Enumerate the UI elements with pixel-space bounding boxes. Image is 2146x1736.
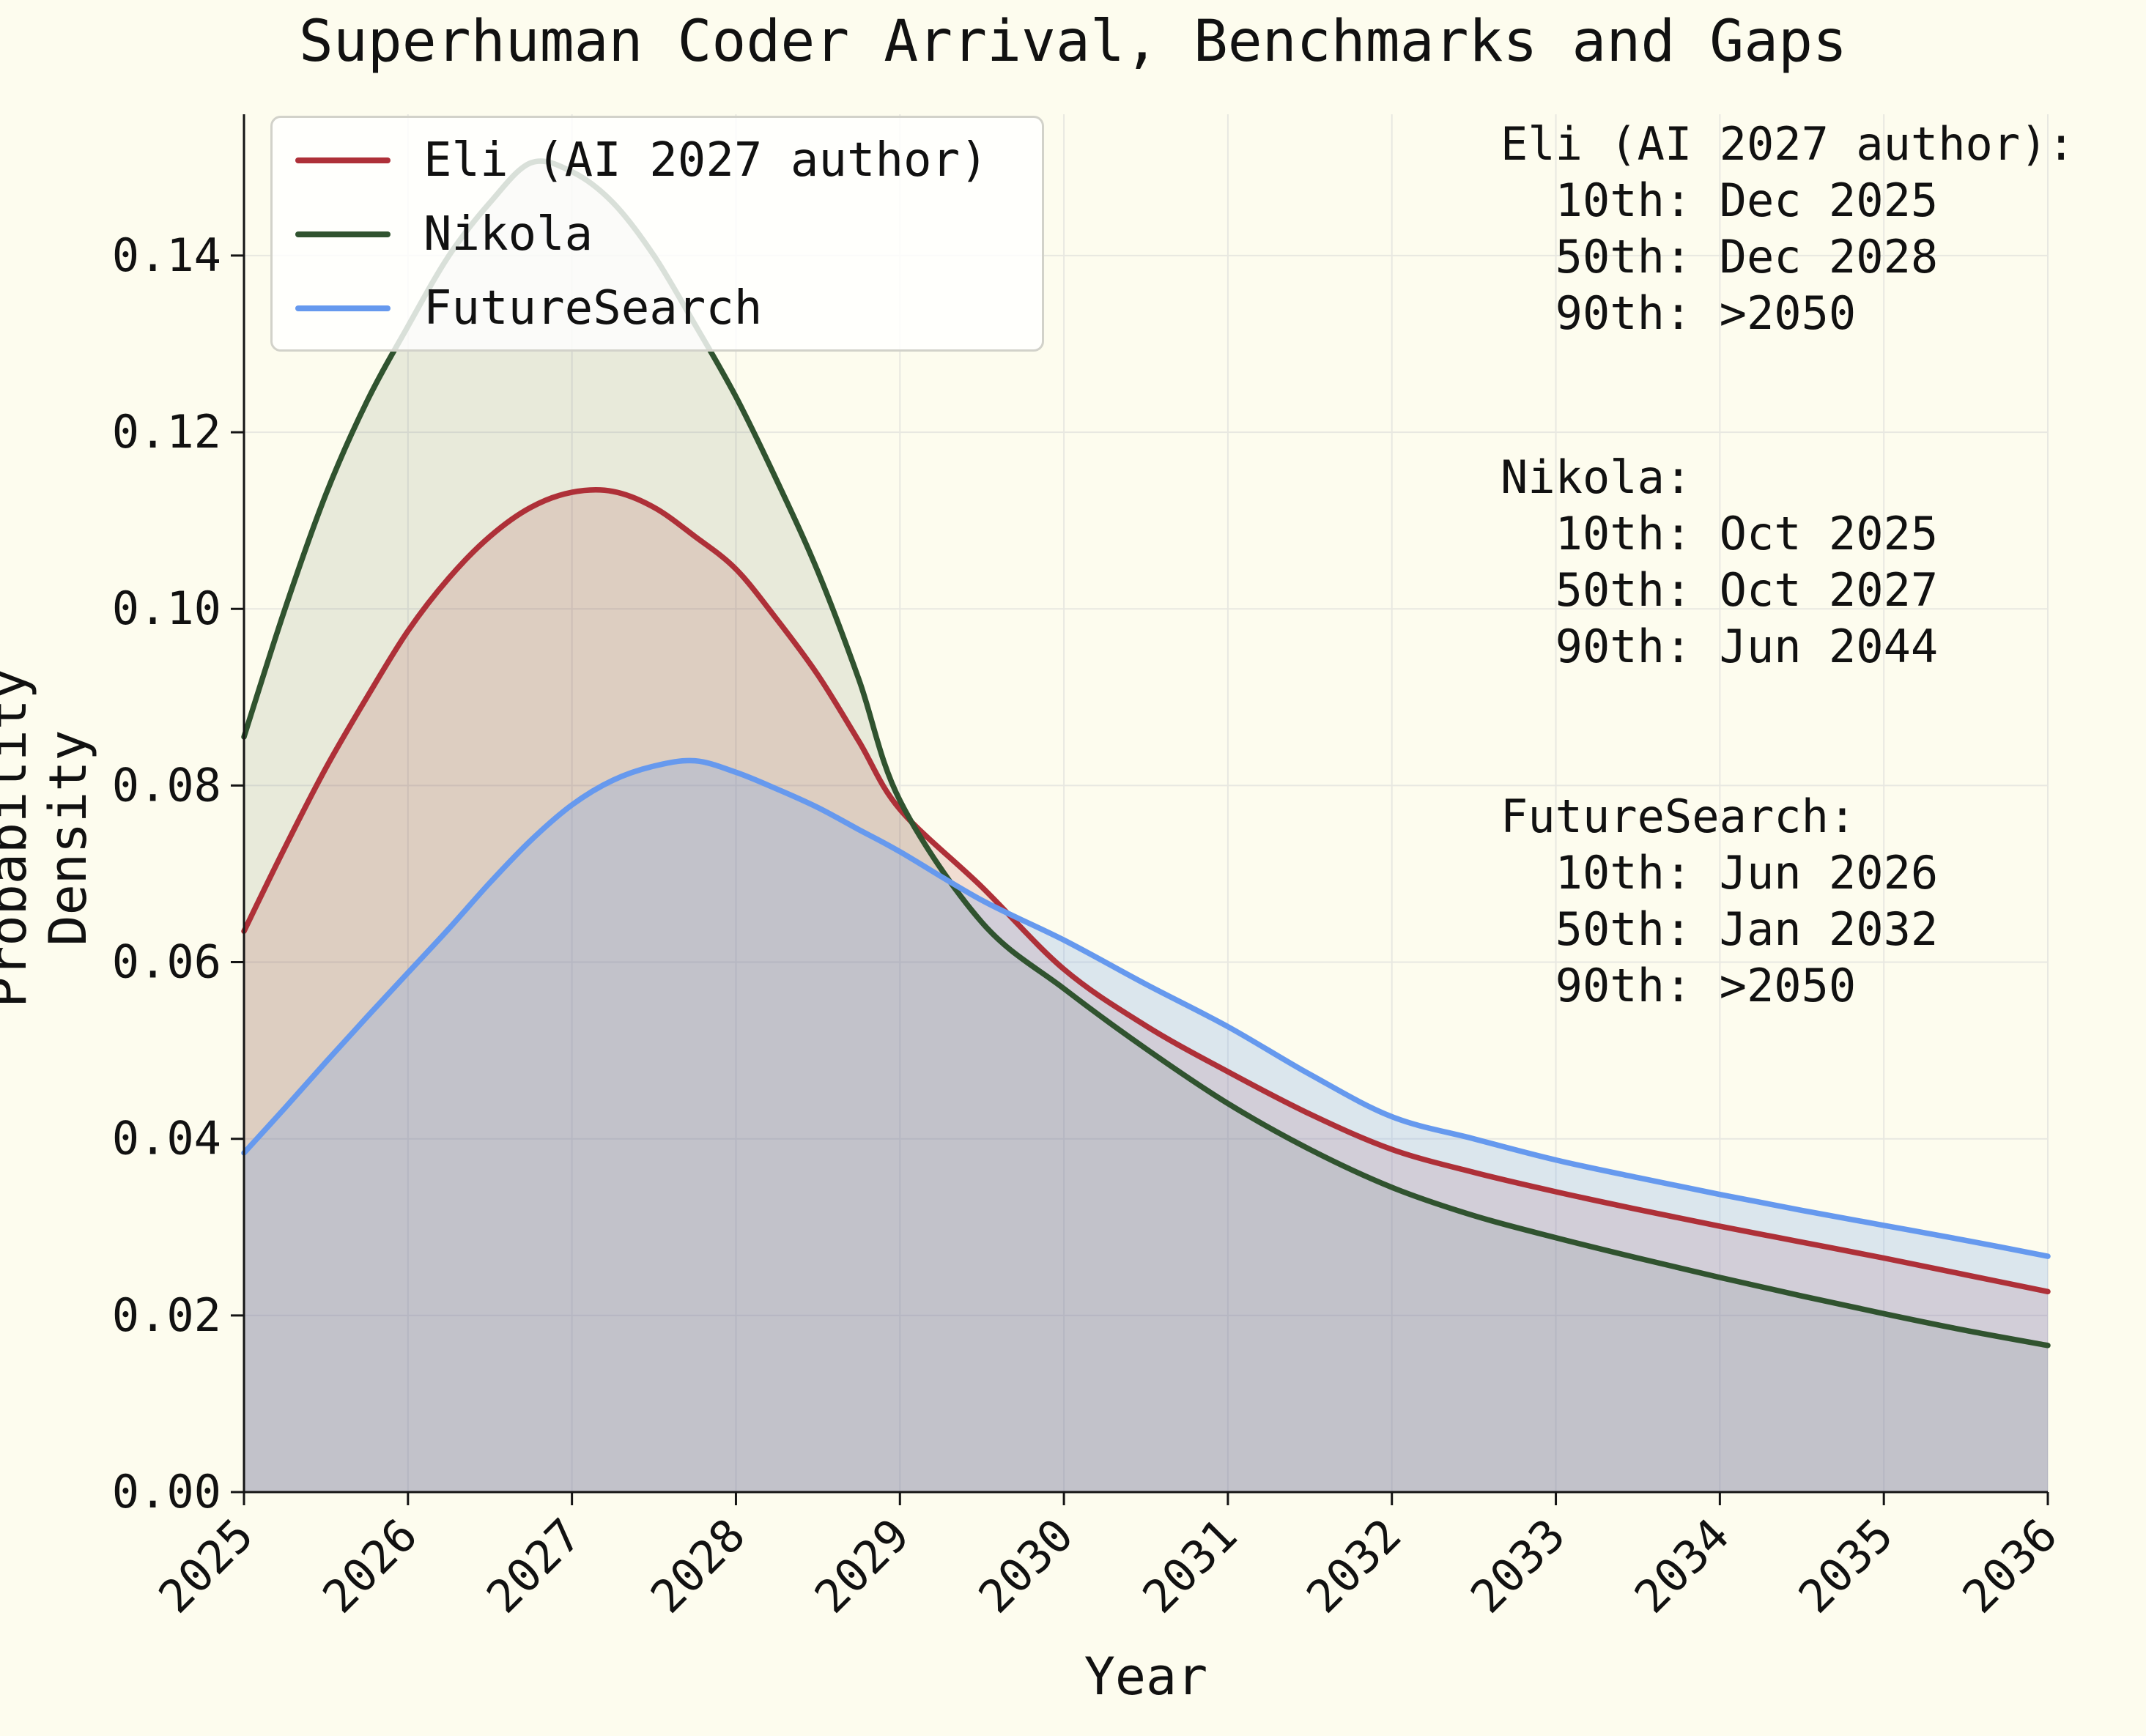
x-tick-label: 2028 — [640, 1508, 755, 1623]
x-tick-label: 2036 — [1952, 1508, 2067, 1623]
x-tick-label: 2034 — [1624, 1508, 1739, 1623]
chart-title: Superhuman Coder Arrival, Benchmarks and… — [298, 9, 1848, 75]
annotation-block-futuresearch: FutureSearch: 10th: Jun 2026 50th: Jan 2… — [1501, 790, 1939, 1012]
series-line-futuresearch — [241, 757, 2051, 1259]
x-tick-label: 2031 — [1132, 1508, 1247, 1623]
x-tick-label: 2035 — [1788, 1508, 1903, 1623]
y-axis-label: Probability Density — [0, 668, 98, 1008]
x-tick-label: 2027 — [476, 1508, 591, 1623]
legend-item-nikola: Nikola — [273, 197, 1042, 271]
x-tick-label: 2025 — [148, 1508, 263, 1623]
x-tick-label: 2030 — [968, 1508, 1083, 1623]
y-tick-label: 0.08 — [112, 758, 221, 812]
legend: Eli (AI 2027 author) Nikola FutureSearch — [270, 116, 1044, 352]
x-tick-label: 2033 — [1460, 1508, 1575, 1623]
x-axis-label: Year — [1084, 1647, 1208, 1707]
annotation-block-eli-ai-2027-author: Eli (AI 2027 author): 10th: Dec 2025 50t… — [1501, 117, 2075, 340]
legend-item-futuresearch: FutureSearch — [273, 271, 1042, 345]
legend-line-sample — [295, 305, 391, 311]
y-tick-label: 0.14 — [112, 229, 221, 282]
y-tick-label: 0.12 — [112, 405, 221, 459]
legend-line-sample — [295, 231, 391, 237]
legend-item-label: FutureSearch — [423, 281, 763, 335]
series-line-eli-ai-2027-author — [241, 487, 2051, 1295]
series-fill-eli-ai-2027-author — [244, 489, 2048, 1492]
legend-line-sample — [295, 157, 391, 163]
legend-item-label: Nikola — [423, 207, 593, 261]
series-fill-nikola — [244, 160, 2048, 1492]
y-tick-label: 0.06 — [112, 935, 221, 989]
legend-item-label: Eli (AI 2027 author) — [423, 133, 988, 188]
x-tick-label: 2032 — [1296, 1508, 1411, 1623]
legend-item-eli-ai-2027-author: Eli (AI 2027 author) — [273, 123, 1042, 197]
y-tick-label: 0.04 — [112, 1112, 221, 1165]
series-fill-futuresearch — [244, 760, 2048, 1492]
y-tick-label: 0.00 — [112, 1465, 221, 1518]
x-tick-label: 2026 — [312, 1508, 427, 1623]
x-tick-label: 2029 — [804, 1508, 920, 1623]
gridlines — [243, 114, 2049, 1492]
annotation-block-nikola: Nikola: 10th: Oct 2025 50th: Oct 2027 90… — [1501, 450, 1939, 673]
y-tick-label: 0.10 — [112, 582, 221, 635]
axes-spines — [231, 114, 2049, 1505]
y-tick-label: 0.02 — [112, 1288, 221, 1342]
